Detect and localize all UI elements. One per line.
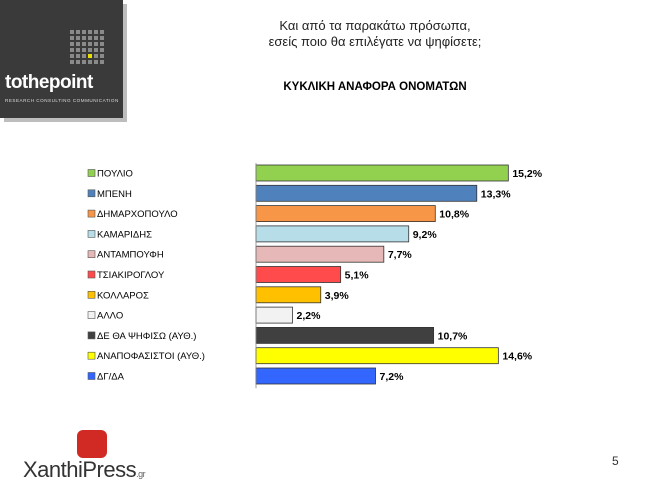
category-label: ΑΝΤΑΜΠΟΥΦΗ	[97, 250, 164, 261]
data-label: 3,9%	[325, 290, 350, 302]
xanthipress-logo-icon	[77, 430, 107, 458]
logo-dot	[94, 42, 98, 46]
tothepoint-logo: tothepoint RESEARCH CONSULTING COMMUNICA…	[0, 0, 123, 118]
logo-dot	[76, 48, 80, 52]
category-label: ΑΝΑΠΟΦΑΣΙΣΤΟΙ (ΑΥΘ.)	[97, 351, 205, 362]
chart-subtitle: ΚΥΚΛΙΚΗ ΑΝΑΦΟΡΑ ΟΝΟΜΑΤΩΝ	[283, 81, 467, 93]
logo-dot	[94, 36, 98, 40]
logo-dot	[100, 36, 104, 40]
data-label: 10,7%	[438, 330, 468, 342]
logo-dot	[82, 30, 86, 34]
logo-dot	[88, 30, 92, 34]
category-label: ΜΠΕΝΗ	[97, 189, 132, 200]
logo-dot	[94, 54, 98, 58]
data-label: 2,2%	[297, 310, 322, 322]
data-label: 14,6%	[502, 351, 532, 363]
logo-dot	[94, 60, 98, 64]
logo-dot	[70, 54, 74, 58]
logo-dot	[70, 48, 74, 52]
logo-dot	[76, 60, 80, 64]
question-line-1: Και από τα παρακάτω πρόσωπα,	[279, 18, 471, 33]
bar	[255, 184, 478, 202]
legend-marker	[87, 372, 96, 380]
legend-marker	[87, 270, 96, 279]
bar	[255, 367, 376, 385]
logo-dot	[70, 42, 74, 46]
data-label: 5,1%	[345, 270, 370, 282]
logo-dot	[70, 30, 74, 34]
question: Και από τα παρακάτω πρόσωπα, εσείς ποιο …	[185, 18, 565, 50]
data-label: 15,2%	[512, 168, 542, 180]
category-label: ΤΣΙΑΚΙΡΟΓΛΟΥ	[97, 270, 165, 281]
legend-marker	[87, 311, 96, 319]
bar	[255, 326, 435, 344]
category-label: ΔΓ/ΔΑ	[97, 372, 125, 383]
legend-marker	[87, 250, 96, 258]
logo-dot	[100, 30, 104, 34]
logo-dot	[70, 36, 74, 40]
bar	[255, 286, 322, 304]
category-label: ΔΕ ΘΑ ΨΗΦΙΣΩ (ΑΥΘ.)	[97, 331, 196, 342]
legend-marker	[87, 331, 96, 340]
legend-marker	[87, 169, 96, 177]
data-label: 13,3%	[481, 188, 511, 200]
legend-marker	[87, 351, 96, 360]
legend-marker	[87, 209, 96, 218]
category-label: ΑΛΛΟ	[97, 311, 123, 322]
category-label: ΔΗΜΑΡΧΟΠΟΥΛΟ	[97, 209, 178, 220]
brand-tagline: RESEARCH CONSULTING COMMUNICATION	[5, 98, 119, 103]
question-line-2: εσείς ποιο θα επιλέγατε να ψηφίσετε;	[268, 34, 482, 49]
logo-dot	[82, 48, 86, 52]
logo-dot	[94, 30, 98, 34]
data-label: 7,7%	[388, 249, 413, 261]
bar	[255, 205, 436, 223]
bar	[255, 245, 385, 263]
bar	[255, 347, 499, 365]
legend-marker	[87, 230, 96, 238]
logo-dot	[82, 42, 86, 46]
logo-dot	[88, 36, 92, 40]
logo-dot	[88, 60, 92, 64]
logo-dot	[82, 60, 86, 64]
bar	[255, 164, 509, 182]
category-label: ΚΟΛΛΑΡΟΣ	[97, 290, 149, 301]
dot-grid-icon	[70, 30, 104, 64]
logo-dot	[100, 60, 104, 64]
category-label: ΠΟΥΛΙΟ	[97, 169, 133, 180]
data-label: 10,8%	[439, 209, 469, 221]
logo-dot	[100, 42, 104, 46]
logo-dot	[88, 42, 92, 46]
logo-dot	[94, 48, 98, 52]
legend-marker	[87, 189, 96, 198]
footer-brand-tld: .gr	[136, 469, 146, 479]
category-label: ΚΑΜΑΡΙΔΗΣ	[97, 229, 152, 240]
brand-name: tothepoint	[5, 72, 93, 93]
logo-dot	[70, 60, 74, 64]
logo-dot	[88, 48, 92, 52]
logo-dot	[76, 30, 80, 34]
bar	[255, 225, 410, 243]
page-number: 5	[612, 454, 619, 468]
logo-dot	[82, 54, 86, 58]
logo-dot	[82, 36, 86, 40]
bar	[255, 266, 342, 283]
logo-dot	[76, 54, 80, 58]
footer-brand: XanthiPress.gr	[23, 457, 146, 483]
logo-dot	[100, 48, 104, 52]
logo-dot	[76, 42, 80, 46]
logo-accent-dot	[88, 54, 92, 58]
bar	[255, 306, 293, 324]
logo-dot	[100, 54, 104, 58]
legend-marker	[87, 290, 96, 299]
logo-dot	[76, 36, 80, 40]
data-label: 9,2%	[413, 229, 438, 241]
footer-brand-name: XanthiPress	[23, 457, 137, 482]
data-label: 7,2%	[380, 371, 405, 383]
